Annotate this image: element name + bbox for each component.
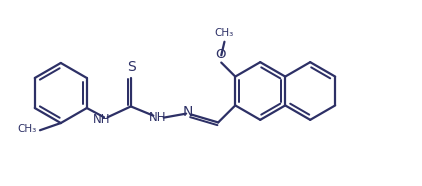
Text: NH: NH — [93, 113, 111, 126]
Text: CH₃: CH₃ — [215, 28, 234, 38]
Text: N: N — [183, 105, 193, 119]
Text: CH₃: CH₃ — [17, 124, 37, 134]
Text: NH: NH — [149, 111, 167, 124]
Text: O: O — [215, 48, 225, 61]
Text: S: S — [127, 60, 136, 74]
